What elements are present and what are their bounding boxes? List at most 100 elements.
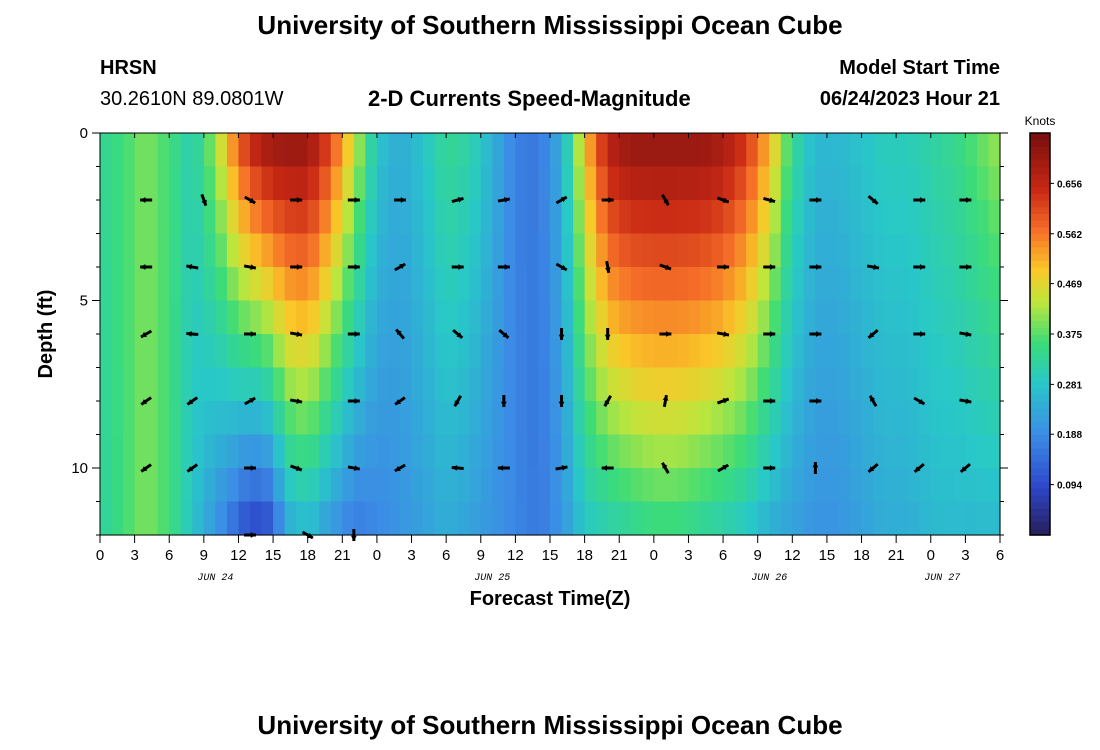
heatmap-cell [942, 233, 955, 268]
heatmap-cell [976, 267, 990, 302]
heatmap-cell [861, 501, 874, 536]
heatmap-cell [388, 367, 401, 402]
heatmap-cell [746, 468, 759, 503]
heatmap-cell [480, 468, 493, 503]
heatmap-cell [342, 401, 355, 436]
heatmap-cell [561, 434, 574, 469]
heatmap-cell [319, 133, 332, 168]
heatmap-cell [861, 300, 874, 335]
colorbar-swatch [1030, 166, 1050, 174]
x-tick-label: 6 [165, 547, 173, 564]
heatmap-cell [607, 233, 620, 268]
heatmap-cell [515, 233, 528, 268]
heatmap-cell [457, 133, 470, 168]
heatmap-cell [550, 334, 563, 369]
heatmap-cell [676, 401, 690, 436]
heatmap-cell [434, 367, 447, 402]
y-axis-label: Depth (ft) [35, 290, 57, 379]
heatmap-cell [180, 367, 193, 402]
heatmap-cell [376, 133, 390, 168]
heatmap-cell [215, 233, 228, 268]
heatmap-cell [411, 200, 424, 235]
x-tick-label: 3 [684, 547, 692, 564]
heatmap-cell [792, 501, 805, 536]
heatmap-cell [192, 267, 205, 302]
current-arrow [498, 328, 510, 340]
heatmap-cell [873, 468, 886, 503]
heatmap-cell [700, 367, 713, 402]
colorbar-swatch [1030, 293, 1050, 302]
heatmap-cell [573, 133, 586, 168]
heatmap-cell [792, 166, 805, 201]
heatmap-cell [169, 367, 182, 402]
heatmap-cell [388, 166, 401, 201]
current-arrow [290, 197, 303, 203]
heatmap-cell [630, 367, 643, 402]
heatmap-cell [550, 434, 563, 469]
heatmap-cell [942, 334, 955, 369]
heatmap-cell [619, 300, 632, 335]
heatmap-cell [273, 233, 286, 268]
model-start-value: 06/24/2023 Hour 21 [819, 88, 1000, 110]
heatmap-cell [803, 233, 816, 268]
heatmap-cell [850, 334, 863, 369]
heatmap-cell [700, 267, 713, 302]
heatmap-cell [261, 367, 274, 402]
heatmap-cell [111, 434, 124, 469]
heatmap-cell [653, 133, 666, 168]
heatmap-cell [746, 434, 759, 469]
heatmap-cell [584, 233, 597, 268]
heatmap-cell [307, 401, 320, 436]
heatmap-cell [376, 334, 390, 369]
heatmap-cell [284, 401, 297, 436]
heatmap-cell [769, 468, 782, 503]
heatmap-cell [238, 434, 251, 469]
heatmap-cell [988, 166, 1001, 201]
heatmap-cell [192, 166, 205, 201]
heatmap-cell [526, 300, 540, 335]
heatmap-cell [180, 200, 193, 235]
heatmap-cell [884, 166, 897, 201]
heatmap-cell [919, 200, 932, 235]
heatmap-cell [515, 367, 528, 402]
heatmap-cell [665, 300, 678, 335]
current-arrow [347, 398, 360, 404]
heatmap-cell [723, 434, 736, 469]
heatmap-cell [111, 267, 124, 302]
heatmap-cell [596, 434, 609, 469]
heatmap-cell [734, 401, 747, 436]
heatmap-cell [907, 401, 920, 436]
colorbar-swatch [1030, 273, 1050, 281]
heatmap-cell [538, 367, 551, 402]
heatmap-cell [457, 300, 470, 335]
colorbar-swatch [1030, 454, 1050, 462]
heatmap-cell [157, 200, 170, 235]
heatmap-cell [342, 267, 355, 302]
heatmap-cell [526, 267, 540, 302]
heatmap-cell [180, 267, 193, 302]
heatmap-cell [469, 501, 482, 536]
heatmap-cell [573, 267, 586, 302]
colorbar-swatch [1030, 461, 1050, 469]
heatmap-cell [861, 334, 874, 369]
heatmap-cell [203, 401, 216, 436]
heatmap-cell [365, 367, 378, 402]
colorbar-swatch [1030, 521, 1050, 529]
heatmap-cell [780, 501, 793, 536]
heatmap-cell [446, 133, 459, 168]
colorbar-swatch [1030, 200, 1050, 208]
heatmap-cell [261, 468, 274, 503]
current-arrow [868, 395, 878, 407]
heatmap-cell [965, 367, 978, 402]
heatmap-cell [192, 468, 205, 503]
heatmap-cell [503, 300, 516, 335]
x-tick-label: 18 [853, 547, 870, 564]
current-arrow [763, 465, 776, 471]
heatmap-cell [446, 300, 459, 335]
heatmap-cell [503, 334, 516, 369]
heatmap-cell [630, 267, 643, 302]
heatmap-cell [769, 401, 782, 436]
heatmap-cell [584, 501, 597, 536]
heatmap-cell [792, 233, 805, 268]
heatmap-cell [526, 401, 540, 436]
